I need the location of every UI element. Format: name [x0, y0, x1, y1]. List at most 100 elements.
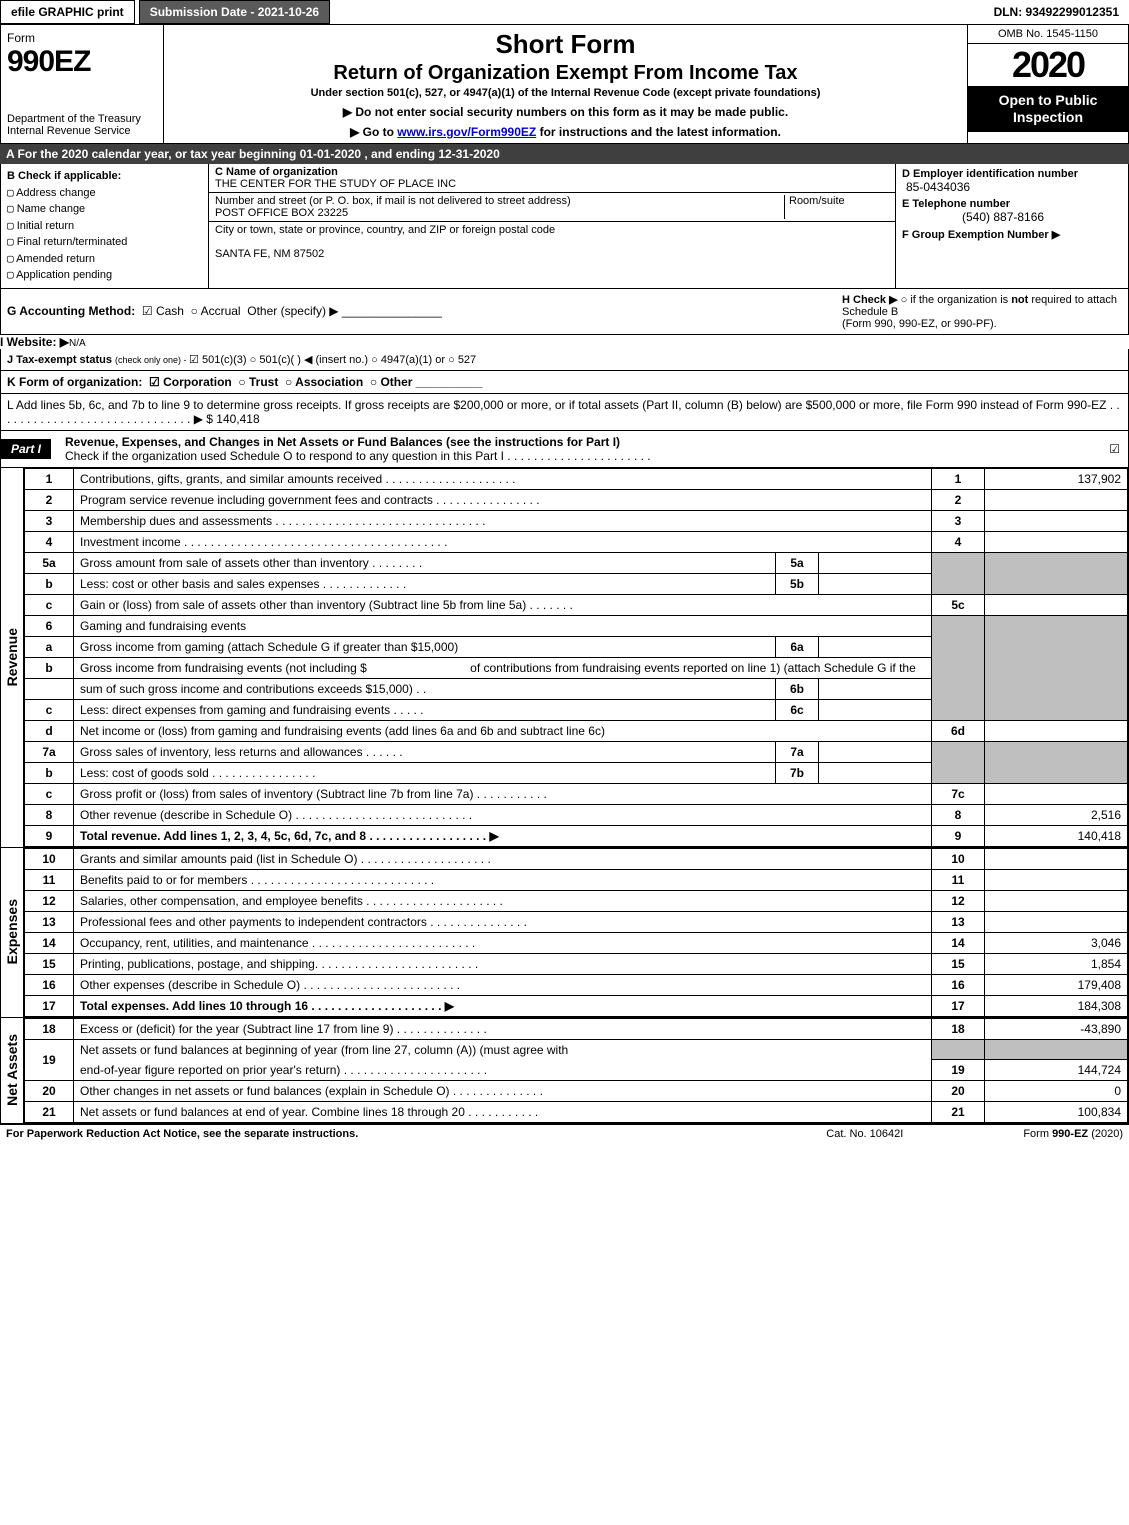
form-number: 990EZ [7, 45, 157, 79]
h-text3: (Form 990, 990-EZ, or 990-PF). [842, 318, 997, 330]
box-d: D Employer identification number85-04340… [896, 164, 1128, 288]
l-text: L Add lines 5b, 6c, and 7b to line 9 to … [7, 398, 1120, 426]
l-value: 140,418 [216, 412, 259, 426]
revenue-side-label: Revenue [2, 624, 22, 690]
box-c: C Name of organization THE CENTER FOR TH… [209, 164, 896, 288]
website-value: N/A [69, 338, 86, 349]
row-3: 3Membership dues and assessments . . . .… [25, 510, 1128, 531]
line-j: J Tax-exempt status (check only one) - ☑… [0, 349, 1129, 371]
e-label: E Telephone number [902, 198, 1010, 210]
j-small: (check only one) - [115, 355, 189, 365]
omb-number: OMB No. 1545-1150 [968, 25, 1128, 44]
subtitle: Under section 501(c), 527, or 4947(a)(1)… [172, 87, 959, 99]
c-label: C Name of organization [215, 166, 338, 178]
room-suite-label: Room/suite [784, 195, 889, 219]
submission-date-label: Submission Date - 2021-10-26 [139, 0, 330, 24]
row-1: 1Contributions, gifts, grants, and simil… [25, 468, 1128, 489]
open-public-inspection: Open to Public Inspection [968, 86, 1128, 132]
part-i-checkbox[interactable]: ☑ [1101, 438, 1128, 460]
top-bar: efile GRAPHIC print Submission Date - 20… [0, 0, 1129, 25]
form-header: Form 990EZ Department of the Treasury In… [0, 25, 1129, 144]
period-band: A​ For the 2020 calendar year, or tax ye… [0, 144, 1129, 164]
chk-final-return[interactable]: Final return/terminated [17, 236, 128, 248]
chk-name-change[interactable]: Name change [17, 203, 86, 215]
h-text1: if the organization is [910, 294, 1011, 306]
row-20: 20Other changes in net assets or fund ba… [25, 1081, 1128, 1102]
row-5a: 5aGross amount from sale of assets other… [25, 552, 1128, 573]
phone-value: (540) 887-8166 [962, 210, 1044, 224]
line-l: L Add lines 5b, 6c, and 7b to line 9 to … [0, 394, 1129, 431]
chk-initial-return[interactable]: Initial return [17, 220, 74, 232]
k-label: K Form of organization: [7, 375, 142, 389]
row-15: 15Printing, publications, postage, and s… [25, 953, 1128, 974]
form-label: Form [7, 31, 157, 45]
header-center: Short Form Return of Organization Exempt… [164, 25, 968, 143]
footer-paperwork: For Paperwork Reduction Act Notice, see … [6, 1128, 358, 1140]
row-16: 16Other expenses (describe in Schedule O… [25, 974, 1128, 995]
j-527[interactable]: 527 [458, 354, 476, 366]
footer-catno: Cat. No. 10642I [826, 1128, 903, 1140]
note-link-pre: ▶ Go to [350, 125, 397, 139]
d-label: D Employer identification number [902, 168, 1078, 180]
ein-value: 85-0434036 [906, 180, 970, 194]
net-assets-section: Net Assets 18Excess or (deficit) for the… [0, 1018, 1129, 1125]
title-return: Return of Organization Exempt From Incom… [172, 62, 959, 85]
j-4947[interactable]: 4947(a)(1) or [381, 354, 445, 366]
city-label: City or town, state or province, country… [215, 224, 889, 236]
dept-irs: Internal Revenue Service [7, 125, 157, 137]
k-association[interactable]: Association [295, 375, 363, 389]
r6b-d1: Gross income from fundraising events (no… [80, 661, 367, 675]
note-ssn: ▶ Do not enter social security numbers o… [172, 105, 959, 119]
row-6d: dNet income or (loss) from gaming and fu… [25, 720, 1128, 741]
row-17: 17Total expenses. Add lines 10 through 1… [25, 995, 1128, 1016]
h-not: not [1011, 294, 1028, 306]
dept-treasury: Department of the Treasury [7, 113, 157, 125]
row-19a: 19Net assets or fund balances at beginni… [25, 1039, 1128, 1060]
line-k: K Form of organization: ☑ Corporation ○ … [0, 371, 1129, 394]
footer-formno: Form 990-EZ (2020) [1023, 1128, 1123, 1140]
box-b-title: B Check if applicable: [7, 168, 202, 185]
row-9: 9Total revenue. Add lines 1, 2, 3, 4, 5c… [25, 825, 1128, 846]
efile-print-button[interactable]: efile GRAPHIC print [0, 0, 135, 24]
j-label: J Tax-exempt status [7, 354, 115, 366]
line-g: G Accounting Method: ☑ Cash ○ Accrual Ot… [0, 289, 1129, 335]
i-label: I Website: ▶ [0, 335, 69, 349]
expenses-side-label: Expenses [2, 895, 22, 968]
row-4: 4Investment income . . . . . . . . . . .… [25, 531, 1128, 552]
h-label: H Check ▶ [842, 294, 898, 306]
box-b: B Check if applicable: ▢ Address change … [1, 164, 209, 288]
chk-address-change[interactable]: Address change [16, 187, 96, 199]
row-19b: end-of-year figure reported on prior yea… [25, 1060, 1128, 1081]
k-other[interactable]: Other [380, 375, 412, 389]
city-val: SANTA FE, NM 87502 [215, 248, 889, 260]
row-6: 6Gaming and fundraising events [25, 615, 1128, 636]
j-501c3[interactable]: 501(c)(3) [202, 354, 247, 366]
g-cash[interactable]: ☑ Cash [142, 304, 184, 318]
revenue-section: Revenue 1Contributions, gifts, grants, a… [0, 468, 1129, 848]
row-21: 21Net assets or fund balances at end of … [25, 1102, 1128, 1123]
k-trust[interactable]: Trust [249, 375, 278, 389]
row-5c: cGain or (loss) from sale of assets othe… [25, 594, 1128, 615]
chk-amended-return[interactable]: Amended return [16, 253, 95, 265]
header-right: OMB No. 1545-1150 2020 Open to Public In… [968, 25, 1128, 143]
j-501c[interactable]: 501(c)( ) ◀ (insert no.) [259, 354, 368, 366]
f-label: F Group Exemption Number ▶ [902, 229, 1060, 241]
row-7a: 7aGross sales of inventory, less returns… [25, 741, 1128, 762]
g-other[interactable]: Other (specify) ▶ [247, 304, 338, 318]
dln-label: DLN: 93492299012351 [984, 1, 1129, 23]
chk-application-pending[interactable]: Application pending [16, 269, 112, 281]
row-18: 18Excess or (deficit) for the year (Subt… [25, 1018, 1128, 1039]
addr-label: Number and street (or P. O. box, if mail… [215, 195, 571, 207]
row-12: 12Salaries, other compensation, and empl… [25, 890, 1128, 911]
irs-link[interactable]: www.irs.gov/Form990EZ [397, 125, 536, 139]
part-i-subtitle: Check if the organization used Schedule … [65, 449, 651, 463]
header-left: Form 990EZ Department of the Treasury In… [1, 25, 164, 143]
g-accrual[interactable]: ○ Accrual [191, 304, 241, 318]
addr-val: POST OFFICE BOX 23225 [215, 207, 348, 219]
netassets-side-label: Net Assets [2, 1030, 22, 1110]
info-boxes: B Check if applicable: ▢ Address change … [0, 164, 1129, 289]
row-8: 8Other revenue (describe in Schedule O) … [25, 804, 1128, 825]
k-corporation[interactable]: Corporation [163, 375, 232, 389]
part-i-header: Part I Revenue, Expenses, and Changes in… [0, 431, 1129, 468]
row-2: 2Program service revenue including gover… [25, 489, 1128, 510]
